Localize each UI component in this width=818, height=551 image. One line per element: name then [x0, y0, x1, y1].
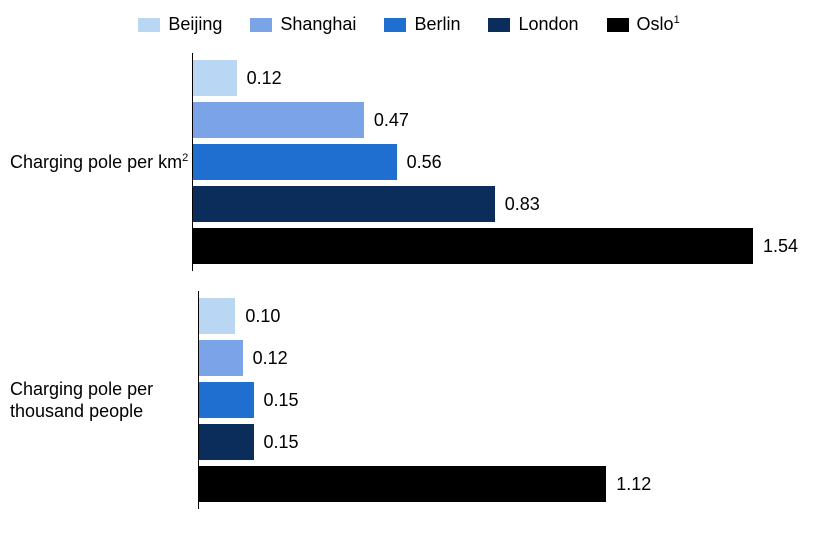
- bar-row: 1.12: [199, 463, 798, 505]
- group-label: Charging pole per km2: [0, 151, 192, 174]
- bar: [193, 144, 397, 180]
- legend-swatch: [384, 18, 406, 32]
- legend-label: London: [518, 14, 578, 35]
- bar-value: 0.83: [505, 194, 540, 215]
- bar-value: 0.12: [247, 68, 282, 89]
- legend-swatch: [138, 18, 160, 32]
- bar: [199, 382, 254, 418]
- legend-swatch: [488, 18, 510, 32]
- legend-label: Shanghai: [280, 14, 356, 35]
- bars-container: 0.10 0.12 0.15 0.15 1.12: [198, 291, 798, 509]
- chart-group-1: Charging pole per thousand people0.100.1…: [0, 291, 798, 509]
- legend-label: Beijing: [168, 14, 222, 35]
- bar: [193, 102, 364, 138]
- legend-label: Oslo1: [637, 14, 680, 35]
- bar: [193, 60, 237, 96]
- bar-row: 0.12: [199, 337, 798, 379]
- bar-value: 0.15: [264, 390, 299, 411]
- bar: [199, 298, 235, 334]
- legend-item-0: Beijing: [138, 14, 222, 35]
- bars-container: 0.12 0.47 0.56 0.83 1.54: [192, 53, 798, 271]
- bar: [193, 186, 495, 222]
- chart-area: Charging pole per km2 0.12 0.47 0.56 0.83 1.5…: [0, 43, 818, 509]
- bar-value: 1.54: [763, 236, 798, 257]
- legend: Beijing Shanghai Berlin London Oslo1: [0, 0, 818, 43]
- bar-value: 0.47: [374, 110, 409, 131]
- bar-row: 0.47: [193, 99, 798, 141]
- legend-item-1: Shanghai: [250, 14, 356, 35]
- bar-value: 0.12: [253, 348, 288, 369]
- bar-row: 0.12: [193, 57, 798, 99]
- group-label: Charging pole per thousand people: [0, 378, 198, 423]
- bar-row: 0.15: [199, 379, 798, 421]
- legend-label: Berlin: [414, 14, 460, 35]
- bar-row: 1.54: [193, 225, 798, 267]
- legend-item-3: London: [488, 14, 578, 35]
- bar: [193, 228, 753, 264]
- bar-row: 0.83: [193, 183, 798, 225]
- bar-value: 0.10: [245, 306, 280, 327]
- bar-value: 1.12: [616, 474, 651, 495]
- legend-item-4: Oslo1: [607, 14, 680, 35]
- bar-row: 0.10: [199, 295, 798, 337]
- bar: [199, 424, 254, 460]
- bar-value: 0.15: [264, 432, 299, 453]
- legend-swatch: [250, 18, 272, 32]
- bar-value: 0.56: [407, 152, 442, 173]
- chart-group-0: Charging pole per km2 0.12 0.47 0.56 0.83 1.5…: [0, 53, 798, 271]
- legend-item-2: Berlin: [384, 14, 460, 35]
- bar-row: 0.15: [199, 421, 798, 463]
- bar: [199, 466, 606, 502]
- legend-swatch: [607, 18, 629, 32]
- bar: [199, 340, 243, 376]
- bar-row: 0.56: [193, 141, 798, 183]
